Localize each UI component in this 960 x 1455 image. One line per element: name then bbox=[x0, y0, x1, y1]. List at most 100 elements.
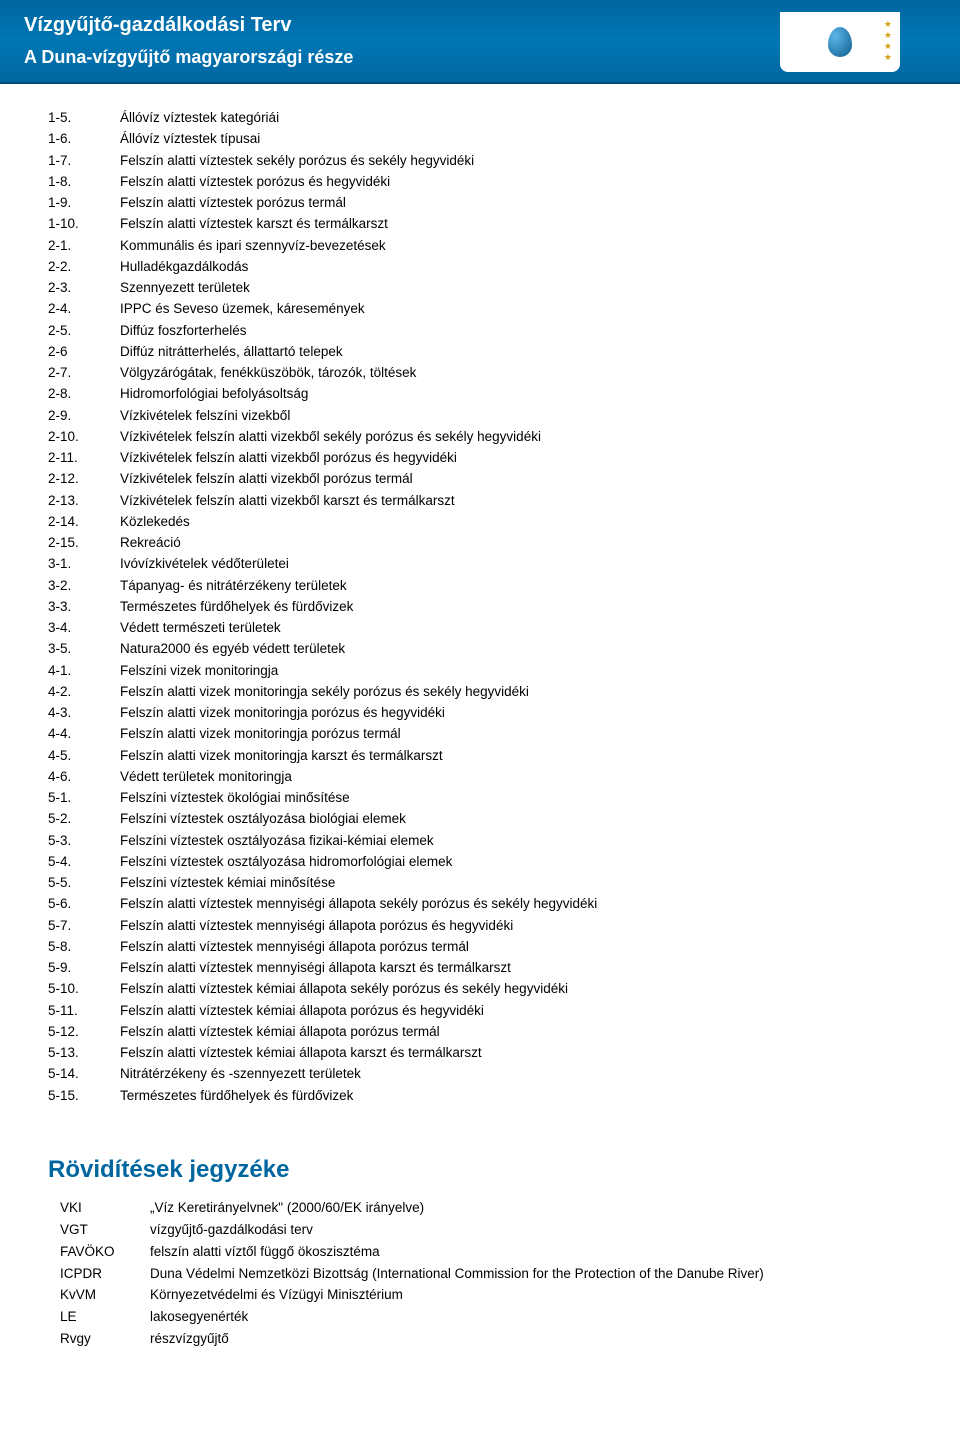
list-item: 2-1.Kommunális és ipari szennyvíz-beveze… bbox=[48, 236, 912, 256]
list-item-id: 3-1. bbox=[48, 554, 120, 574]
list-item-id: 5-4. bbox=[48, 852, 120, 872]
list-item-id: 5-5. bbox=[48, 873, 120, 893]
list-item-desc: IPPC és Seveso üzemek, káresemények bbox=[120, 299, 912, 319]
list-item: 5-4.Felszíni víztestek osztályozása hidr… bbox=[48, 852, 912, 872]
abbrev-item: KvVMKörnyezetvédelmi és Vízügyi Miniszté… bbox=[48, 1285, 912, 1306]
list-item-desc: Felszín alatti vizek monitoringja porózu… bbox=[120, 724, 912, 744]
list-item-desc: Felszín alatti víztestek mennyiségi álla… bbox=[120, 894, 912, 914]
abbrev-item: FAVÖKOfelszín alatti víztől függő ökoszi… bbox=[48, 1242, 912, 1263]
list-item-id: 5-12. bbox=[48, 1022, 120, 1042]
list-item: 2-10.Vízkivételek felszín alatti vizekbő… bbox=[48, 427, 912, 447]
list-item: 4-6.Védett területek monitoringja bbox=[48, 767, 912, 787]
list-item-id: 2-6 bbox=[48, 342, 120, 362]
list-item-id: 5-13. bbox=[48, 1043, 120, 1063]
list-item-desc: Felszín alatti víztestek mennyiségi álla… bbox=[120, 958, 912, 978]
list-item-desc: Felszíni víztestek kémiai minősítése bbox=[120, 873, 912, 893]
list-item: 2-15.Rekreáció bbox=[48, 533, 912, 553]
list-item: 2-14.Közlekedés bbox=[48, 512, 912, 532]
list-item: 1-5.Állóvíz víztestek kategóriái bbox=[48, 108, 912, 128]
list-item: 5-6.Felszín alatti víztestek mennyiségi … bbox=[48, 894, 912, 914]
list-item: 2-8.Hidromorfológiai befolyásoltság bbox=[48, 384, 912, 404]
list-item-desc: Felszín alatti víztestek kémiai állapota… bbox=[120, 1043, 912, 1063]
list-item-desc: Felszín alatti víztestek porózus termál bbox=[120, 193, 912, 213]
list-item-id: 2-15. bbox=[48, 533, 120, 553]
list-item: 2-13.Vízkivételek felszín alatti vizekbő… bbox=[48, 491, 912, 511]
list-item: 5-3.Felszíni víztestek osztályozása fizi… bbox=[48, 831, 912, 851]
abbrev-key: KvVM bbox=[60, 1285, 150, 1306]
list-item-desc: Nitrátérzékeny és -szennyezett területek bbox=[120, 1064, 912, 1084]
abbrev-item: LElakosegyenérték bbox=[48, 1307, 912, 1328]
list-item: 2-3.Szennyezett területek bbox=[48, 278, 912, 298]
list-item-desc: Védett természeti területek bbox=[120, 618, 912, 638]
list-item-desc: Felszín alatti víztestek porózus és hegy… bbox=[120, 172, 912, 192]
list-item-desc: Felszíni vizek monitoringja bbox=[120, 661, 912, 681]
abbrev-val: felszín alatti víztől függő ökoszisztéma bbox=[150, 1242, 912, 1263]
list-item-desc: Rekreáció bbox=[120, 533, 912, 553]
list-item-id: 5-14. bbox=[48, 1064, 120, 1084]
list-item: 3-4.Védett természeti területek bbox=[48, 618, 912, 638]
list-item-id: 1-9. bbox=[48, 193, 120, 213]
list-item-desc: Felszíni víztestek osztályozása biológia… bbox=[120, 809, 912, 829]
list-item-id: 2-7. bbox=[48, 363, 120, 383]
abbrev-val: „Víz Keretirányelvnek" (2000/60/EK irány… bbox=[150, 1198, 912, 1219]
list-item: 2-7.Völgyzárógátak, fenékküszöbök, tároz… bbox=[48, 363, 912, 383]
list-item: 2-6Diffúz nitrátterhelés, állattartó tel… bbox=[48, 342, 912, 362]
abbrev-item: VKI„Víz Keretirányelvnek" (2000/60/EK ir… bbox=[48, 1198, 912, 1219]
list-item-id: 2-8. bbox=[48, 384, 120, 404]
list-item-id: 2-5. bbox=[48, 321, 120, 341]
list-item: 2-12.Vízkivételek felszín alatti vizekbő… bbox=[48, 469, 912, 489]
list-item-id: 5-8. bbox=[48, 937, 120, 957]
header-badge: ★★★★ bbox=[780, 12, 900, 72]
list-item-desc: Felszín alatti víztestek kémiai állapota… bbox=[120, 979, 912, 999]
list-item-id: 4-4. bbox=[48, 724, 120, 744]
list-item-desc: Kommunális és ipari szennyvíz-bevezetése… bbox=[120, 236, 912, 256]
list-item-desc: Állóvíz víztestek kategóriái bbox=[120, 108, 912, 128]
droplet-icon bbox=[828, 27, 852, 57]
abbrev-key: VKI bbox=[60, 1198, 150, 1219]
list-item: 5-11.Felszín alatti víztestek kémiai áll… bbox=[48, 1001, 912, 1021]
list-item-id: 2-3. bbox=[48, 278, 120, 298]
list-item: 2-5.Diffúz foszforterhelés bbox=[48, 321, 912, 341]
abbrev-val: vízgyűjtő-gazdálkodási terv bbox=[150, 1220, 912, 1241]
stars-icon: ★★★★ bbox=[884, 20, 892, 62]
list-item: 5-10.Felszín alatti víztestek kémiai áll… bbox=[48, 979, 912, 999]
list-item: 1-7.Felszín alatti víztestek sekély poró… bbox=[48, 151, 912, 171]
list-item-desc: Felszíni víztestek ökológiai minősítése bbox=[120, 788, 912, 808]
list-item-desc: Diffúz foszforterhelés bbox=[120, 321, 912, 341]
list-item-id: 5-1. bbox=[48, 788, 120, 808]
list-item-id: 4-5. bbox=[48, 746, 120, 766]
list-item-desc: Közlekedés bbox=[120, 512, 912, 532]
list-item: 4-1.Felszíni vizek monitoringja bbox=[48, 661, 912, 681]
list-item-desc: Felszín alatti víztestek mennyiségi álla… bbox=[120, 937, 912, 957]
list-item-id: 1-5. bbox=[48, 108, 120, 128]
list-item: 3-1.Ivóvízkivételek védőterületei bbox=[48, 554, 912, 574]
list-item: 2-11.Vízkivételek felszín alatti vizekbő… bbox=[48, 448, 912, 468]
list-item-id: 5-10. bbox=[48, 979, 120, 999]
list-item-desc: Felszín alatti víztestek mennyiségi álla… bbox=[120, 916, 912, 936]
list-item: 2-2.Hulladékgazdálkodás bbox=[48, 257, 912, 277]
list-item: 4-4.Felszín alatti vizek monitoringja po… bbox=[48, 724, 912, 744]
list-item-desc: Vízkivételek felszín alatti vizekből sek… bbox=[120, 427, 912, 447]
numbered-list: 1-5.Állóvíz víztestek kategóriái1-6.Álló… bbox=[48, 108, 912, 1106]
list-item-id: 4-6. bbox=[48, 767, 120, 787]
list-item-id: 5-6. bbox=[48, 894, 120, 914]
list-item-desc: Tápanyag- és nitrátérzékeny területek bbox=[120, 576, 912, 596]
list-item: 5-12.Felszín alatti víztestek kémiai áll… bbox=[48, 1022, 912, 1042]
list-item-desc: Szennyezett területek bbox=[120, 278, 912, 298]
page-header: Vízgyűjtő-gazdálkodási Terv A Duna-vízgy… bbox=[0, 0, 960, 84]
list-item-id: 2-2. bbox=[48, 257, 120, 277]
list-item-desc: Felszín alatti víztestek karszt és termá… bbox=[120, 214, 912, 234]
list-item-id: 1-8. bbox=[48, 172, 120, 192]
list-item-id: 5-7. bbox=[48, 916, 120, 936]
list-item-id: 2-14. bbox=[48, 512, 120, 532]
list-item-id: 2-4. bbox=[48, 299, 120, 319]
list-item: 1-8.Felszín alatti víztestek porózus és … bbox=[48, 172, 912, 192]
list-item: 5-14.Nitrátérzékeny és -szennyezett terü… bbox=[48, 1064, 912, 1084]
list-item-id: 5-15. bbox=[48, 1086, 120, 1106]
list-item-desc: Állóvíz víztestek típusai bbox=[120, 129, 912, 149]
list-item-id: 2-11. bbox=[48, 448, 120, 468]
list-item-id: 4-3. bbox=[48, 703, 120, 723]
list-item-id: 1-6. bbox=[48, 129, 120, 149]
list-item: 5-8.Felszín alatti víztestek mennyiségi … bbox=[48, 937, 912, 957]
list-item: 1-6.Állóvíz víztestek típusai bbox=[48, 129, 912, 149]
